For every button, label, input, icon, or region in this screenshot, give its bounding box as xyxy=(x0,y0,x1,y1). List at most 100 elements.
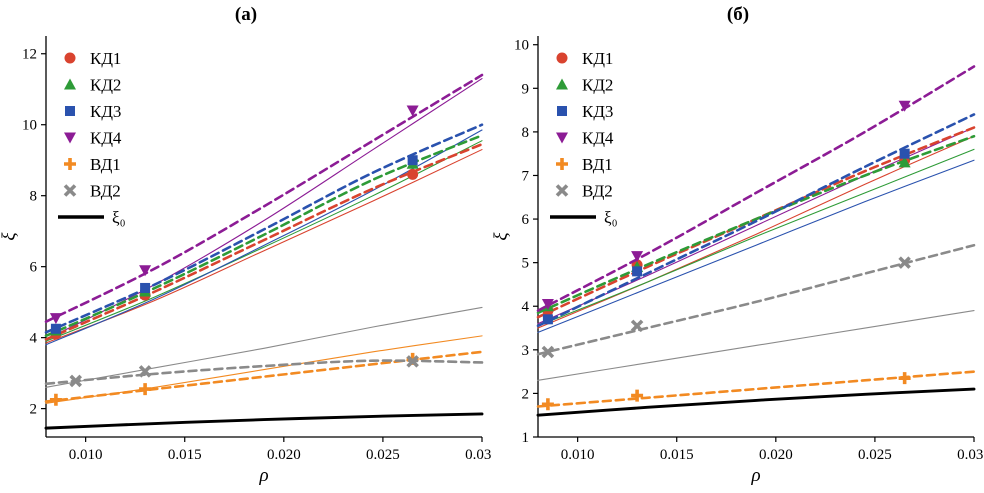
marker-kd3 xyxy=(542,314,553,325)
series-kd3 xyxy=(536,113,976,328)
y-tick-label: 9 xyxy=(522,81,530,97)
legend-marker-x xyxy=(555,184,569,197)
series-vd2 xyxy=(536,243,976,359)
legend-item-kd1: КД1 xyxy=(556,49,613,68)
legend-item-vd1: ВД1 xyxy=(64,155,121,174)
chart-a: 0.0100.0150.0200.0250.03024681012ρξКД1КД… xyxy=(0,36,492,486)
series-line-vd2-fit xyxy=(45,306,483,388)
panel-b: (б) 0.010 0.015 0.020 0.025 0.030 1 2 3 4 5 6 7 8 9 10… xyxy=(492,0,984,493)
legend-marker-triangle-down xyxy=(556,132,568,144)
series-vd2 xyxy=(44,355,484,388)
y-axis-label: ξ xyxy=(492,232,512,241)
legend: КД1 КД2 КД3 КД4 ВД1 ВД2 ξ₀ xyxy=(58,49,126,227)
x-axis-label: ρ xyxy=(750,465,760,486)
y-tick-label: 6 xyxy=(30,260,38,276)
x-tick-label: 0.025 xyxy=(366,447,400,463)
series-kd4 xyxy=(536,65,976,312)
marker-vd2 xyxy=(898,256,911,269)
legend-label: ξ₀ xyxy=(112,208,126,227)
series-line-vd2-fit xyxy=(537,310,975,381)
legend-marker-circle xyxy=(64,52,76,64)
legend-label: ξ₀ xyxy=(604,208,618,227)
marker-kd3 xyxy=(632,266,643,277)
legend-label: ВД2 xyxy=(90,182,121,201)
x-tick-label: 0.010 xyxy=(561,447,595,463)
legend-item-kd4: КД4 xyxy=(64,129,122,148)
series-kd4 xyxy=(44,73,484,325)
marker-kd1 xyxy=(407,168,419,180)
x-tick-label: 0.020 xyxy=(267,447,301,463)
x-tick-label: 0.015 xyxy=(660,447,694,463)
series-line-kd4 xyxy=(536,65,976,312)
marker-kd4 xyxy=(631,251,644,263)
legend-label: ВД1 xyxy=(90,155,121,174)
series-line-kd1-fit xyxy=(45,149,483,344)
legend: КД1 КД2 КД3 КД4 ВД1 ВД2 ξ₀ xyxy=(550,49,618,227)
chart-b: 0.010 0.015 0.020 0.025 0.030 1 2 3 4 5 6 7 8 9 10 ρ ξ КД… xyxy=(492,36,984,486)
marker-kd3 xyxy=(407,155,418,166)
legend-label: КД3 xyxy=(582,102,613,121)
series-kd2-fit xyxy=(537,148,975,327)
legend-marker-x xyxy=(63,184,77,197)
y-tick-label: 4 xyxy=(522,299,530,315)
marker-vd1 xyxy=(898,372,911,385)
legend-label: КД1 xyxy=(582,49,613,68)
marker-vd2 xyxy=(541,345,555,359)
series-line-kd3 xyxy=(44,123,484,334)
legend-label: КД3 xyxy=(90,102,121,121)
series-line-kd1-fit xyxy=(537,135,975,329)
marker-vd2 xyxy=(69,374,83,388)
legend-marker-plus xyxy=(556,158,568,170)
legend-marker-triangle-up xyxy=(64,78,76,90)
y-tick-label: 8 xyxy=(522,125,530,141)
series-line-kd2 xyxy=(536,134,976,315)
marker-vd1 xyxy=(631,389,644,402)
marker-vd1 xyxy=(139,383,152,396)
series-line-xi0 xyxy=(44,412,484,430)
y-tick-label: 7 xyxy=(522,168,530,184)
x-axis-label: ρ xyxy=(258,465,268,486)
marker-kd4 xyxy=(406,105,419,117)
series-line-kd4 xyxy=(44,73,484,323)
series-vd1 xyxy=(536,370,976,411)
y-tick-label: 10 xyxy=(22,118,37,134)
y-tick-label: 3 xyxy=(522,343,530,359)
series-line-kd1 xyxy=(44,142,484,341)
axes: 0.010 0.015 0.020 0.025 0.030 2 4 6 8 10 12 ρ ξ xyxy=(0,36,492,486)
y-tick-label: 10 xyxy=(514,38,529,54)
legend-item-xi0: ξ₀ xyxy=(550,208,618,227)
legend-item-kd2: КД2 xyxy=(64,76,121,95)
series-line-kd3-fit xyxy=(537,159,975,333)
legend-marker-triangle-down xyxy=(64,132,76,144)
legend-item-kd3: КД3 xyxy=(65,102,121,121)
marker-vd1 xyxy=(541,398,554,411)
y-tick-label: 1 xyxy=(522,430,530,446)
marker-kd4 xyxy=(541,299,554,311)
series-line-xi0 xyxy=(536,387,976,417)
marker-kd4 xyxy=(139,265,152,277)
y-axis-label: ξ xyxy=(0,232,20,241)
legend-marker-triangle-up xyxy=(556,78,568,90)
series-line-kd2-fit xyxy=(537,148,975,327)
legend-label: КД1 xyxy=(90,49,121,68)
x-tick-label: 0.015 xyxy=(168,447,202,463)
marker-kd2 xyxy=(898,156,911,168)
legend-label: КД2 xyxy=(90,76,121,95)
y-tick-label: 4 xyxy=(30,331,38,347)
x-tick-label: 0.030 xyxy=(465,447,492,463)
legend-item-vd2: ВД2 xyxy=(63,182,121,201)
legend-label: КД2 xyxy=(582,76,613,95)
y-tick-label: 12 xyxy=(22,47,37,63)
series-xi0 xyxy=(44,412,484,430)
series-line-kd3 xyxy=(536,113,976,328)
marker-kd4 xyxy=(898,100,911,112)
legend-marker-square xyxy=(557,106,567,116)
x-tick-label: 0.030 xyxy=(957,447,984,463)
legend-item-kd2: КД2 xyxy=(556,76,613,95)
series-kd1-fit xyxy=(537,135,975,329)
legend-item-xi0: ξ₀ xyxy=(58,208,126,227)
legend-label: КД4 xyxy=(90,129,122,148)
y-tick-label: 2 xyxy=(30,402,38,418)
panel-a: (а) 0.010 0.015 0.020 0.025 0.030 2 4 6 8 10 12 ρ ξ К… xyxy=(0,4,492,486)
